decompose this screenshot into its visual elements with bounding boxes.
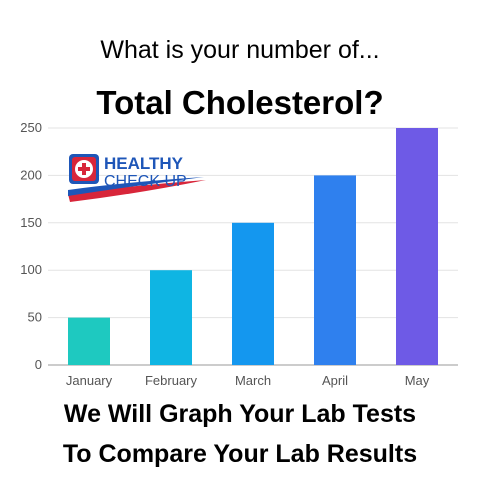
- y-tick-label: 0: [35, 357, 42, 372]
- medical-cross-icon: [69, 154, 99, 184]
- x-tick-label: March: [235, 373, 271, 388]
- x-tick-label: May: [405, 373, 430, 388]
- footer-line-2: To Compare Your Lab Results: [62, 440, 418, 468]
- bars: [68, 128, 438, 365]
- y-tick-label: 100: [20, 262, 42, 277]
- logo-text-healthy: HEALTHY: [104, 154, 184, 173]
- footer-line-1: We Will Graph Your Lab Tests: [63, 400, 417, 428]
- healthy-check-up-logo: HEALTHY CHECK UP: [68, 154, 206, 202]
- bar-february: [150, 270, 192, 365]
- y-tick-label: 150: [20, 215, 42, 230]
- question-heading: What is your number of...: [100, 36, 380, 64]
- bar-chart: 0 50 100 150 200 250 January February March Apri…: [20, 120, 458, 388]
- bar-may: [396, 128, 438, 365]
- y-tick-label: 250: [20, 120, 42, 135]
- x-axis: January February March April May: [66, 373, 430, 388]
- logo-text-check-up: CHECK UP: [104, 173, 187, 190]
- bar-april: [314, 175, 356, 365]
- x-tick-label: February: [145, 373, 198, 388]
- bar-january: [68, 317, 110, 365]
- y-tick-label: 50: [28, 310, 42, 325]
- chart-title: Total Cholesterol?: [96, 84, 384, 121]
- y-tick-label: 200: [20, 167, 42, 182]
- logo-swoosh-red: [68, 180, 206, 202]
- y-axis: 0 50 100 150 200 250: [20, 120, 42, 372]
- bar-march: [232, 222, 274, 365]
- x-tick-label: January: [66, 373, 113, 388]
- x-tick-label: April: [322, 373, 348, 388]
